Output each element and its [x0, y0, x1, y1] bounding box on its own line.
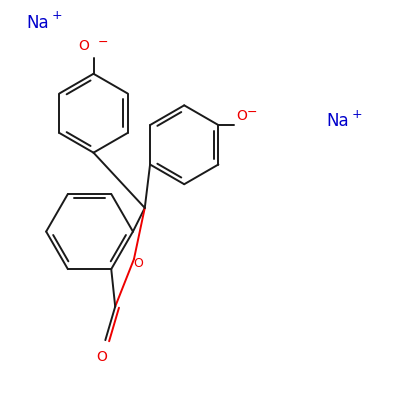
- Text: O: O: [236, 109, 247, 123]
- Text: +: +: [352, 108, 362, 120]
- Text: O: O: [79, 39, 90, 53]
- Text: O: O: [133, 257, 143, 270]
- Text: +: +: [52, 9, 63, 22]
- Text: O: O: [96, 350, 107, 364]
- Text: −: −: [98, 36, 108, 49]
- Text: Na: Na: [26, 14, 49, 32]
- Text: Na: Na: [326, 112, 349, 130]
- Text: −: −: [247, 106, 257, 119]
